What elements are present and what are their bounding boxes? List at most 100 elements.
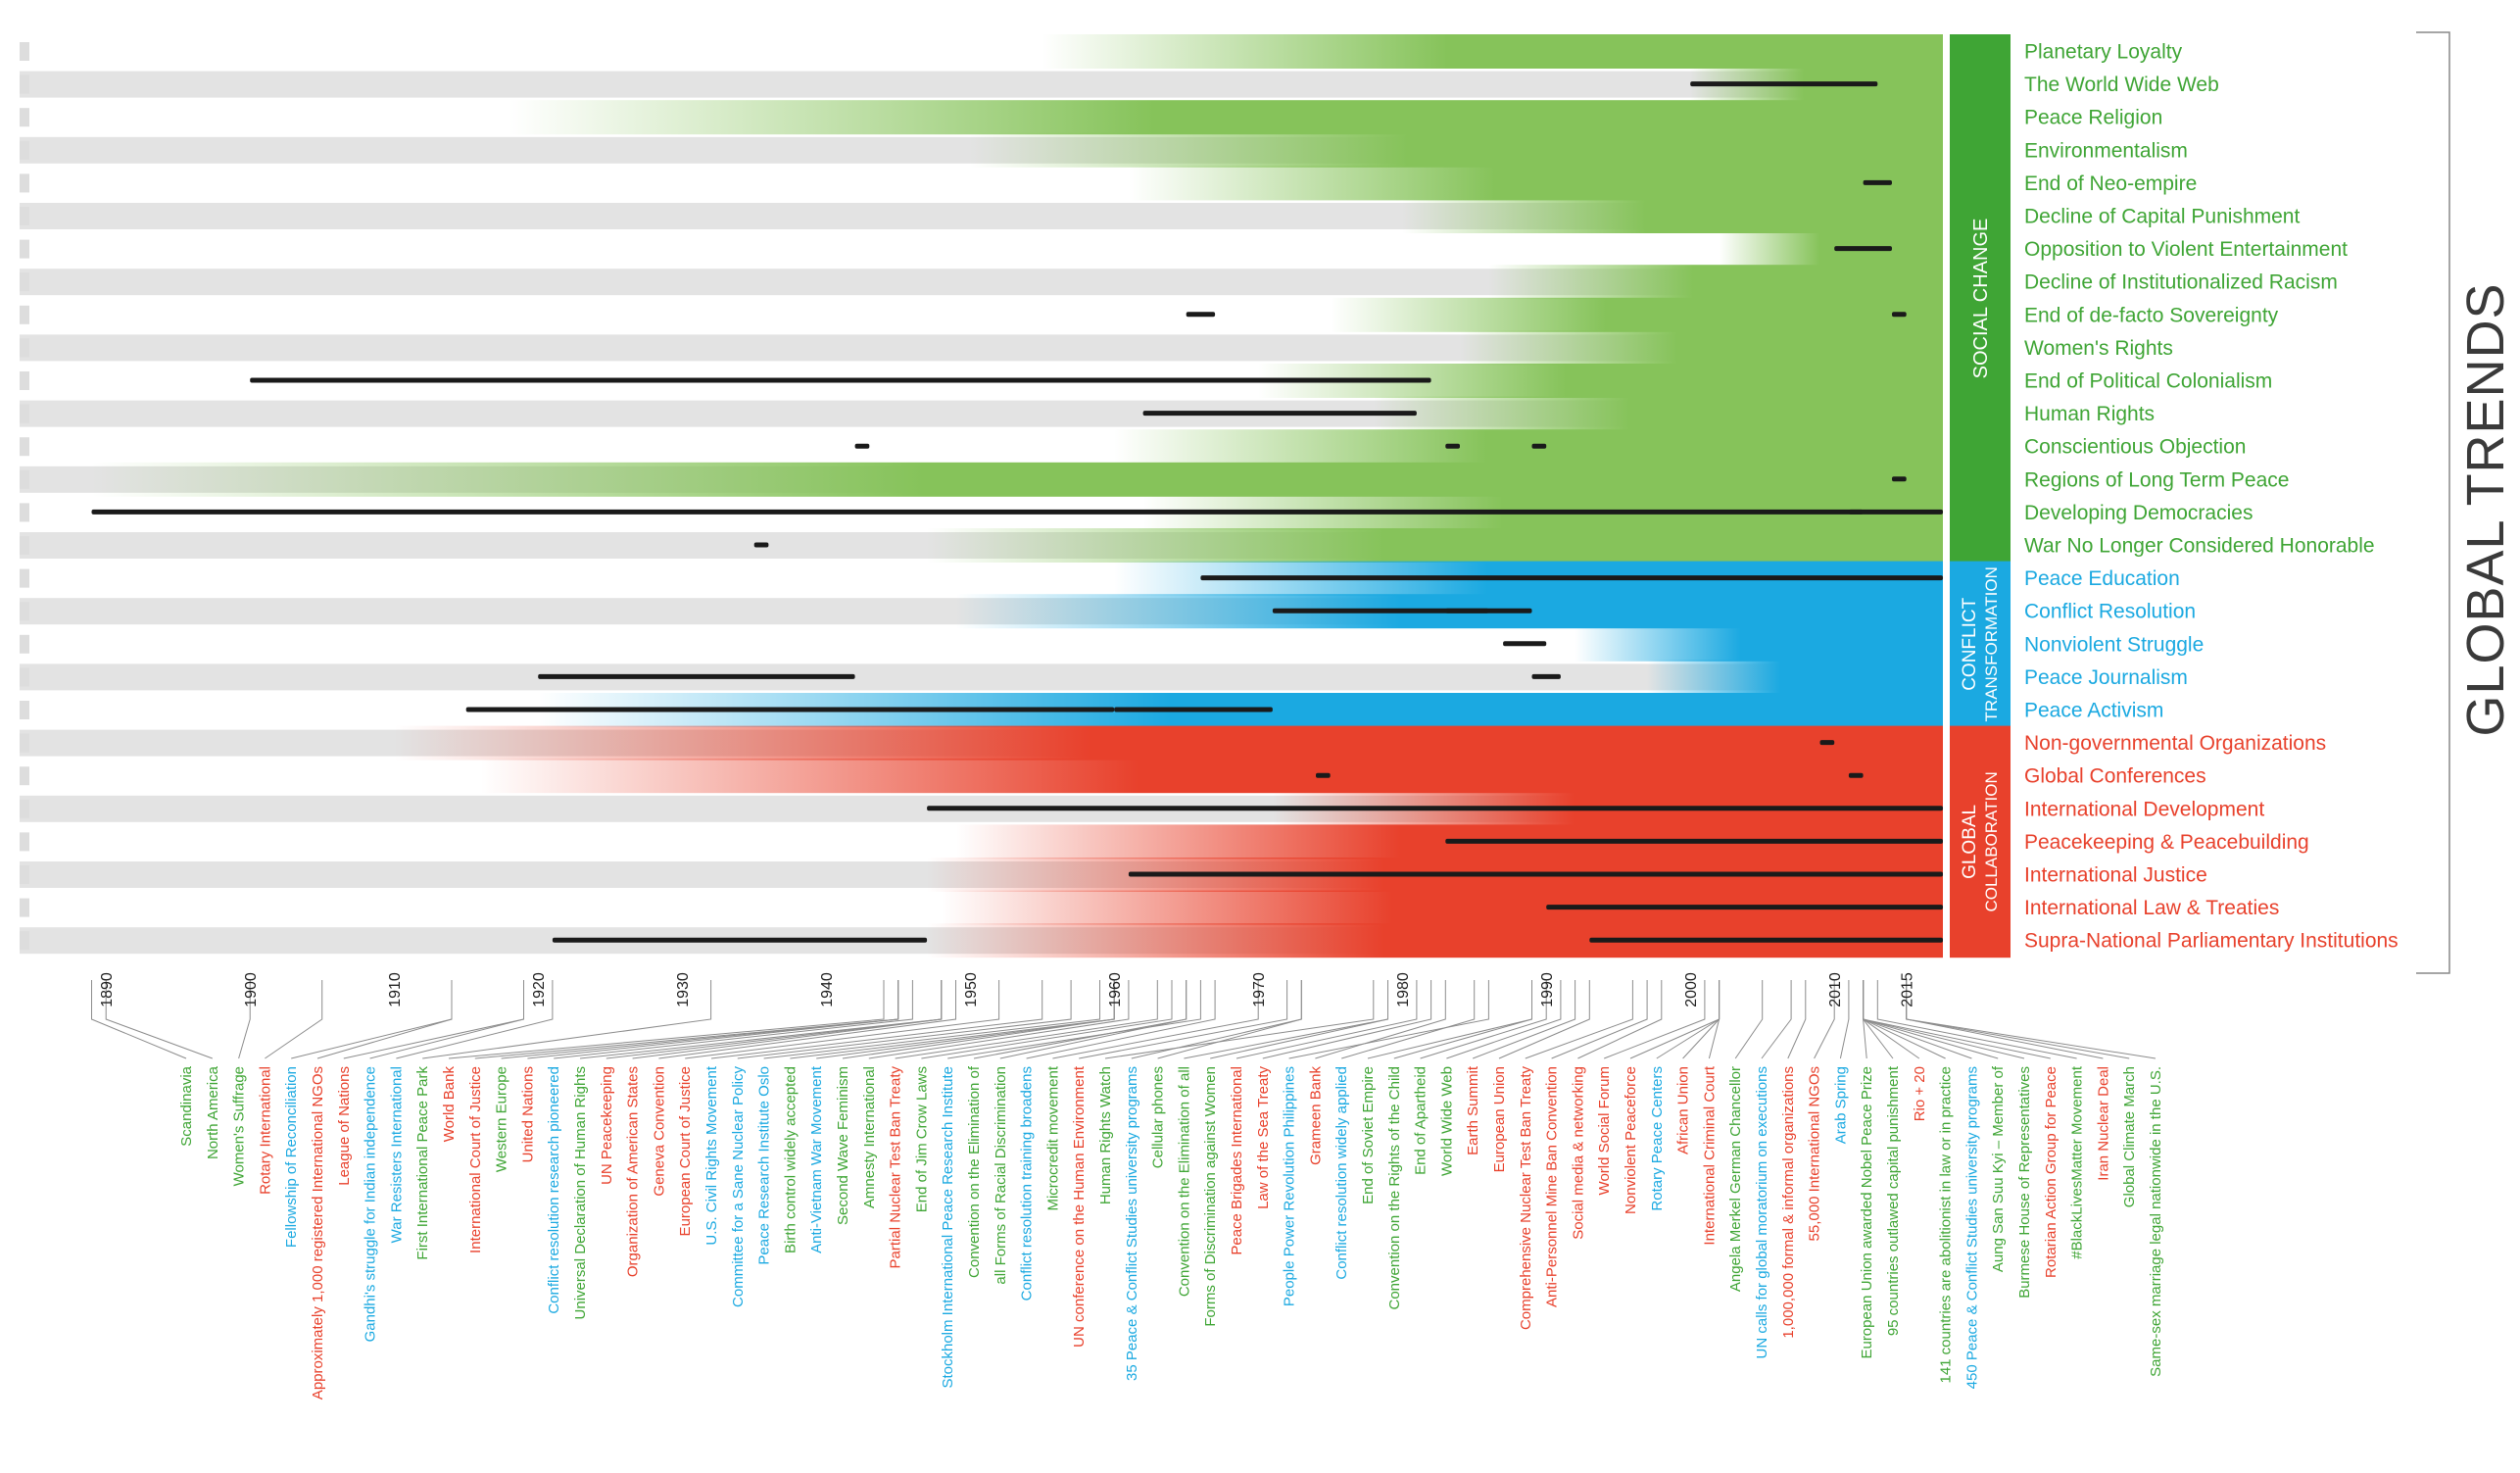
event-label: Partial Nuclear Test Ban Treaty	[888, 1066, 904, 1269]
event-label: Grameen Bank	[1307, 1066, 1324, 1165]
event-label: Rotary Peace Centers	[1649, 1066, 1666, 1211]
event-connector	[658, 980, 956, 1059]
duration-bar	[1114, 707, 1273, 712]
event-label: United Nations	[519, 1066, 536, 1162]
row-tab	[20, 338, 29, 358]
event-label: Convention on the Elimination of all	[1176, 1066, 1192, 1297]
duration-bar	[1834, 246, 1892, 252]
row-tab	[20, 503, 29, 522]
axis-tick-label: 1920	[531, 972, 548, 1007]
event-label: Gandhi's struggle for Indian independenc…	[363, 1066, 379, 1342]
event-label: End of Jim Crow Laws	[913, 1066, 930, 1212]
event-connector	[343, 980, 524, 1059]
row-tab	[20, 74, 29, 94]
event-connector	[685, 980, 1000, 1059]
duration-bar	[1200, 575, 1943, 581]
row-tab	[20, 108, 29, 127]
trend-label: The World Wide Web	[2024, 74, 2219, 96]
trend-bar	[1128, 166, 1943, 201]
year-axis: 1890 1900 1910 1920 1930 1940 1950 1960 1970 1980…	[99, 972, 1915, 1007]
row-tab	[20, 437, 29, 457]
trend-bar	[1402, 199, 1943, 233]
event-connector	[291, 980, 453, 1059]
category-label: TRANSFORMATION	[1982, 566, 2001, 721]
event-connector	[1814, 980, 1835, 1059]
trend-label: Peace Activism	[2024, 700, 2163, 722]
category-block	[1950, 725, 2011, 958]
trend-label: Peace Religion	[2024, 107, 2162, 129]
row-tab	[20, 701, 29, 719]
event-label: First International Peace Park	[414, 1066, 431, 1260]
event-connector	[1604, 980, 1706, 1059]
row-tab	[20, 733, 29, 753]
event-label: End of Soviet Empire	[1360, 1066, 1377, 1204]
row-tab	[20, 931, 29, 951]
duration-bar	[1848, 772, 1864, 778]
trend-label: Nonviolent Struggle	[2024, 633, 2204, 656]
event-label: Organization of American States	[625, 1066, 642, 1277]
event-label: 55,000 International NGOs	[1807, 1066, 1823, 1241]
event-label: 1,000,000 formal & informal organization…	[1780, 1066, 1797, 1339]
event-connector	[1262, 980, 1432, 1059]
event-label: Scandinavia	[178, 1065, 195, 1146]
event-label: Stockholm International Peace Research I…	[940, 1066, 956, 1389]
event-label: Same-sex marriage legal nationwide in th…	[2148, 1066, 2164, 1377]
event-connector	[1787, 980, 1807, 1059]
category-label: CONFLICT	[1960, 597, 1980, 690]
event-duration-bars	[91, 81, 1943, 943]
trend-label: Peace Journalism	[2024, 666, 2188, 689]
row-tab	[20, 832, 29, 852]
event-label: Burmese House of Representatives	[2016, 1066, 2033, 1299]
duration-bar	[1272, 608, 1489, 614]
event-connector	[1863, 980, 2051, 1059]
event-connector	[265, 980, 323, 1059]
event-connector	[1863, 980, 2025, 1059]
event-label: Comprehensive Nuclear Test Ban Treaty	[1518, 1066, 1534, 1331]
row-tab	[20, 371, 29, 390]
event-label: World Bank	[441, 1066, 458, 1143]
row-tab	[20, 42, 29, 61]
event-connector	[369, 980, 524, 1059]
row-tab	[20, 140, 29, 160]
axis-tick-label: 1970	[1251, 972, 1268, 1007]
event-connector	[1708, 980, 1720, 1059]
event-label: Conflict resolution research pioneered	[546, 1066, 562, 1314]
event-connector	[1079, 980, 1288, 1059]
trend-label: Planetary Loyalty	[2024, 41, 2183, 64]
row-tab	[20, 667, 29, 687]
event-label: Anti-Vietnam War Movement	[808, 1065, 825, 1253]
event-label: Approximately 1,000 registered Internati…	[310, 1066, 326, 1399]
trend-bar	[970, 132, 1943, 168]
row-tab	[20, 898, 29, 917]
row-tab	[20, 404, 29, 423]
event-label: Peace Research Institute Oslo	[756, 1066, 773, 1265]
event-label: Aung San Suu Kyi – Member of	[1990, 1065, 2007, 1272]
event-label: Anti-Personnel Mine Ban Convention	[1544, 1066, 1561, 1307]
row-tab	[20, 305, 29, 324]
event-label: UN calls for global moratorium on execut…	[1754, 1066, 1770, 1358]
event-connector	[1210, 980, 1388, 1059]
axis-tick-label: 1910	[387, 972, 404, 1007]
event-label: Convention on the Elimination of	[966, 1065, 983, 1278]
event-connector	[91, 980, 187, 1059]
event-label: 35 Peace & Conflict Studies university p…	[1124, 1066, 1140, 1381]
event-label: Cellular phones	[1150, 1066, 1167, 1168]
axis-tick-label: 1940	[819, 972, 836, 1007]
trend-bar	[509, 100, 1943, 135]
trend-bar	[1042, 34, 1943, 69]
row-tab	[20, 634, 29, 654]
event-label: Birth control widely accepted	[782, 1066, 799, 1253]
row-tab	[20, 469, 29, 489]
event-connector	[1393, 980, 1532, 1059]
duration-bar	[1128, 871, 1943, 877]
event-label: U.S. Civil Rights Movement	[703, 1065, 720, 1245]
event-connector	[105, 980, 213, 1059]
event-label: Women's Suffrage	[231, 1066, 248, 1186]
event-label: Rotary International	[257, 1066, 273, 1195]
event-label: Arab Spring	[1832, 1066, 1849, 1144]
event-label: Universal Declaration of Human Rights	[572, 1066, 589, 1319]
row-band	[20, 663, 1943, 691]
event-label: Rio + 20	[1912, 1066, 1928, 1121]
duration-bar	[91, 509, 1943, 515]
event-connector	[422, 980, 712, 1059]
